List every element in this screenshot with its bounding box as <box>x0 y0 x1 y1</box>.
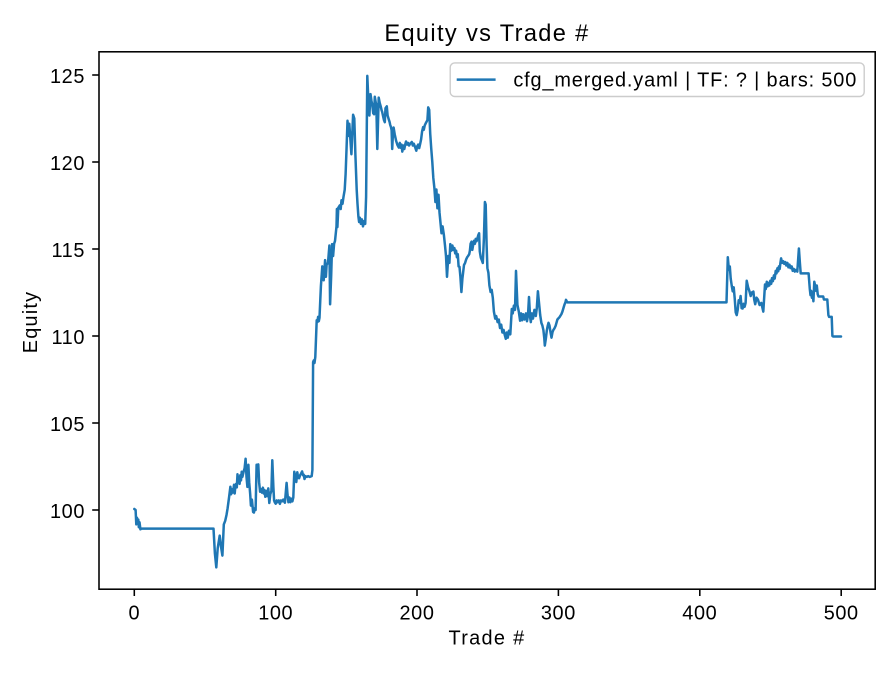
svg-text:0: 0 <box>128 603 140 625</box>
svg-text:115: 115 <box>51 240 85 262</box>
svg-text:500: 500 <box>824 603 859 625</box>
svg-text:cfg_merged.yaml | TF: ? | bars: cfg_merged.yaml | TF: ? | bars: 500 <box>513 70 857 92</box>
svg-text:100: 100 <box>258 603 293 625</box>
svg-text:Equity vs Trade #: Equity vs Trade # <box>384 21 589 47</box>
svg-text:125: 125 <box>50 66 85 88</box>
svg-text:Trade #: Trade # <box>449 628 526 650</box>
svg-text:200: 200 <box>400 603 435 625</box>
svg-text:110: 110 <box>51 327 85 349</box>
svg-text:400: 400 <box>682 603 717 625</box>
svg-text:Equity: Equity <box>20 291 42 353</box>
svg-text:300: 300 <box>541 603 576 625</box>
svg-text:105: 105 <box>50 414 85 436</box>
svg-text:100: 100 <box>50 501 85 523</box>
svg-text:120: 120 <box>50 153 85 175</box>
